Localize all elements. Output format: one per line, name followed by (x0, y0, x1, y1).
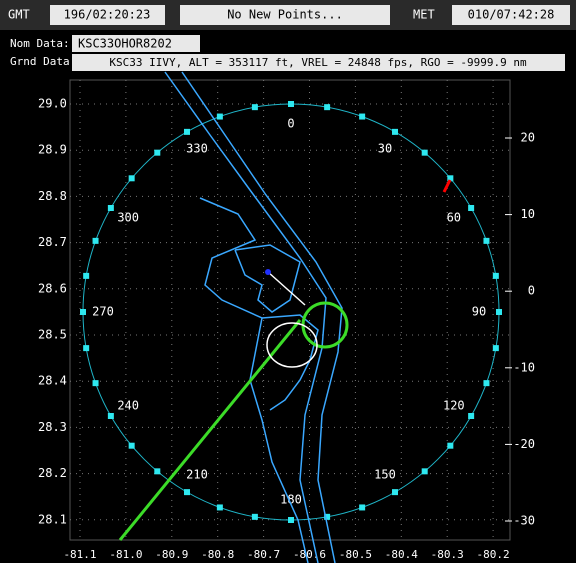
lon-tick-label: -80.3 (431, 548, 464, 561)
heading-marker (442, 179, 452, 193)
range-tick-label: -20 (513, 437, 535, 451)
grnd-label: Grnd Data: (10, 55, 76, 68)
nom-value: KSC33OHOR8202 (78, 37, 172, 51)
ring-dot (324, 104, 331, 111)
ring-dot (154, 468, 161, 475)
lat-tick-label: 28.2 (38, 466, 67, 480)
range-tick-label: -30 (513, 514, 535, 528)
bearing-label: 300 (117, 211, 139, 225)
bearing-label: 240 (117, 399, 139, 413)
lat-tick-label: 28.8 (38, 189, 67, 203)
ring-dot (483, 380, 490, 387)
ring-dot (359, 113, 366, 120)
range-tick-label: -10 (513, 360, 535, 374)
lon-tick-label: -81.0 (109, 548, 142, 561)
range-tick-label: 0 (528, 284, 535, 298)
ring-dot (288, 101, 294, 107)
ring-dot (107, 413, 114, 419)
ring-dot (392, 128, 398, 135)
bearing-label: 270 (92, 305, 114, 319)
ring-dot (468, 205, 475, 211)
nominal-track (267, 271, 306, 306)
island (234, 244, 301, 313)
nom-field (72, 35, 200, 52)
gmt-label: GMT (8, 8, 30, 22)
gmt-value: 196/02:20:23 (64, 8, 151, 22)
plot-frame (69, 79, 511, 541)
met-value: 010/07:42:28 (468, 8, 555, 22)
status: No New Points... (227, 8, 343, 22)
ring-dot (92, 380, 99, 387)
bearing-label: 180 (280, 493, 302, 507)
lon-tick-label: -80.7 (247, 548, 280, 561)
lon-tick-label: -80.9 (155, 548, 188, 561)
lat-tick-label: 28.9 (38, 143, 67, 157)
status-field (180, 5, 390, 25)
bearing-label: 30 (378, 142, 392, 156)
ring-dot (447, 175, 454, 182)
ring-dot (483, 237, 490, 244)
lat-tick-label: 29.0 (38, 97, 67, 111)
ring-dot (128, 442, 135, 449)
ring-dot (447, 442, 454, 449)
bearing-label: 150 (374, 467, 396, 481)
ring-dot (492, 272, 499, 279)
ring-dot (83, 345, 90, 352)
ring-dot (288, 517, 294, 523)
lat-tick-label: 28.1 (38, 512, 67, 526)
lon-tick-label: -81.1 (63, 548, 96, 561)
met-label: MET (413, 8, 435, 22)
bearing-label: 210 (186, 467, 208, 481)
ring-dot (107, 205, 114, 211)
bearing-label: 0 (287, 117, 294, 131)
ring-dot (492, 345, 499, 352)
ring-dot (468, 413, 475, 419)
grnd-value: KSC33 IIVY, ALT = 353117 ft, VREL = 2484… (109, 56, 527, 69)
ring-dot (128, 175, 135, 182)
ring-dot (184, 128, 190, 135)
lat-tick-label: 28.4 (38, 374, 67, 388)
coast-barrier (181, 71, 343, 563)
bearing-label: 90 (472, 305, 486, 319)
ring-dot (80, 309, 86, 315)
ring-dot (359, 504, 366, 511)
range-tick-label: 10 (521, 207, 535, 221)
lon-tick-label: -80.4 (385, 548, 418, 561)
ring-dot (421, 149, 428, 156)
lat-tick-label: 28.5 (38, 328, 67, 342)
bearing-label: 120 (443, 399, 465, 413)
vehicle-marker (265, 269, 271, 275)
ring-dot (496, 309, 502, 315)
ring-dot (83, 272, 90, 279)
nominal-loop (266, 322, 318, 368)
ring-dot (216, 113, 223, 120)
lon-tick-label: -80.2 (477, 548, 510, 561)
nom-label: Nom Data: (10, 37, 70, 50)
grnd-field (72, 54, 565, 71)
lat-tick-label: 28.7 (38, 235, 67, 249)
bearing-label: 330 (186, 142, 208, 156)
ring-dot (392, 489, 398, 496)
lat-tick-label: 28.6 (38, 281, 67, 295)
ring-dot (154, 149, 161, 156)
ring-dot (184, 489, 190, 496)
lat-tick-label: 28.3 (38, 420, 67, 434)
lon-tick-label: -80.5 (339, 548, 372, 561)
met-field (452, 5, 570, 25)
range-tick-label: 20 (521, 131, 535, 145)
lon-tick-label: -80.8 (201, 548, 234, 561)
gmt-field (50, 5, 165, 25)
lagoon-shore (199, 197, 309, 563)
ring-dot (324, 513, 331, 520)
ring-dot (216, 504, 223, 511)
ring-dot (251, 513, 258, 520)
ring-dot (251, 104, 258, 111)
ring-dot (421, 468, 428, 475)
coast-outer (164, 71, 327, 563)
lon-tick-label: -80.6 (293, 548, 326, 561)
ring-dot (92, 237, 99, 244)
bearing-label: 60 (447, 211, 461, 225)
